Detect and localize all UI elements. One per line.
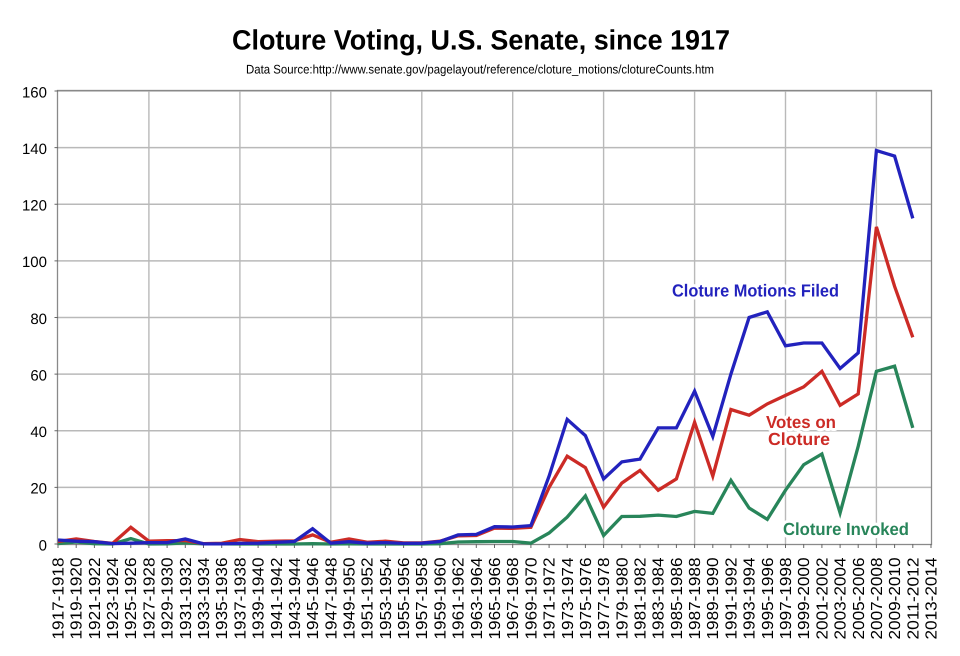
svg-text:1971-1972: 1971-1972 <box>542 557 559 639</box>
svg-text:2005-2006: 2005-2006 <box>851 557 868 639</box>
svg-text:1959-1960: 1959-1960 <box>432 557 449 639</box>
svg-text:1929-1930: 1929-1930 <box>160 557 177 639</box>
svg-text:1947-1948: 1947-1948 <box>323 557 340 639</box>
svg-text:1997-1998: 1997-1998 <box>778 557 795 639</box>
svg-text:Cloture Voting, U.S. Senate, s: Cloture Voting, U.S. Senate, since 1917 <box>232 25 730 56</box>
svg-text:1961-1962: 1961-1962 <box>451 557 468 639</box>
svg-text:Data Source:http://www.senate.: Data Source:http://www.senate.gov/pagela… <box>246 63 714 77</box>
svg-text:Cloture Motions Filed: Cloture Motions Filed <box>672 281 839 301</box>
svg-text:1989-1990: 1989-1990 <box>705 557 722 639</box>
svg-text:1953-1954: 1953-1954 <box>378 557 395 639</box>
svg-text:1995-1996: 1995-1996 <box>760 557 777 639</box>
svg-text:1939-1940: 1939-1940 <box>251 557 268 639</box>
svg-text:1975-1976: 1975-1976 <box>578 557 595 639</box>
svg-text:0: 0 <box>39 537 47 554</box>
svg-text:1969-1970: 1969-1970 <box>523 557 540 639</box>
svg-text:1999-2000: 1999-2000 <box>796 557 813 639</box>
svg-text:140: 140 <box>22 141 47 158</box>
svg-text:1993-1994: 1993-1994 <box>742 557 759 639</box>
svg-text:Cloture Invoked: Cloture Invoked <box>783 519 909 539</box>
svg-text:1985-1986: 1985-1986 <box>669 557 686 639</box>
svg-text:1979-1980: 1979-1980 <box>614 557 631 639</box>
svg-text:2011-2012: 2011-2012 <box>905 557 922 639</box>
svg-text:120: 120 <box>22 198 47 215</box>
svg-text:1981-1982: 1981-1982 <box>633 557 650 639</box>
svg-text:1967-1968: 1967-1968 <box>505 557 522 639</box>
svg-text:1991-1992: 1991-1992 <box>723 557 740 639</box>
svg-text:1933-1934: 1933-1934 <box>196 557 213 639</box>
svg-text:2009-2010: 2009-2010 <box>887 557 904 639</box>
svg-text:1925-1926: 1925-1926 <box>123 557 140 639</box>
svg-text:1927-1928: 1927-1928 <box>141 557 158 639</box>
svg-text:1987-1988: 1987-1988 <box>687 557 704 639</box>
svg-text:1941-1942: 1941-1942 <box>269 557 286 639</box>
svg-text:1965-1966: 1965-1966 <box>487 557 504 639</box>
svg-text:1923-1924: 1923-1924 <box>105 557 122 639</box>
svg-text:2007-2008: 2007-2008 <box>869 557 886 639</box>
svg-text:160: 160 <box>22 84 47 101</box>
svg-text:40: 40 <box>30 424 47 441</box>
svg-text:1977-1978: 1977-1978 <box>596 557 613 639</box>
svg-text:1951-1952: 1951-1952 <box>360 557 377 639</box>
svg-text:1919-1920: 1919-1920 <box>69 557 86 639</box>
svg-text:1935-1936: 1935-1936 <box>214 557 231 639</box>
svg-text:1963-1964: 1963-1964 <box>469 557 486 639</box>
svg-text:1957-1958: 1957-1958 <box>414 557 431 639</box>
svg-text:Cloture: Cloture <box>768 429 830 449</box>
svg-text:1983-1984: 1983-1984 <box>651 557 668 639</box>
svg-text:100: 100 <box>22 254 47 271</box>
svg-text:80: 80 <box>30 311 47 328</box>
svg-text:1955-1956: 1955-1956 <box>396 557 413 639</box>
svg-text:2013-2014: 2013-2014 <box>924 557 941 639</box>
svg-text:2001-2002: 2001-2002 <box>814 557 831 639</box>
svg-text:1973-1974: 1973-1974 <box>560 557 577 639</box>
svg-text:20: 20 <box>30 481 47 498</box>
svg-text:1949-1950: 1949-1950 <box>342 557 359 639</box>
svg-text:1931-1932: 1931-1932 <box>178 557 195 639</box>
svg-text:Votes on: Votes on <box>766 412 836 432</box>
svg-text:1921-1922: 1921-1922 <box>87 557 104 639</box>
svg-text:60: 60 <box>30 367 47 384</box>
svg-text:1917-1918: 1917-1918 <box>51 557 68 639</box>
svg-text:1945-1946: 1945-1946 <box>305 557 322 639</box>
svg-text:1937-1938: 1937-1938 <box>232 557 249 639</box>
svg-text:2003-2004: 2003-2004 <box>833 557 850 639</box>
svg-text:1943-1944: 1943-1944 <box>287 557 304 639</box>
